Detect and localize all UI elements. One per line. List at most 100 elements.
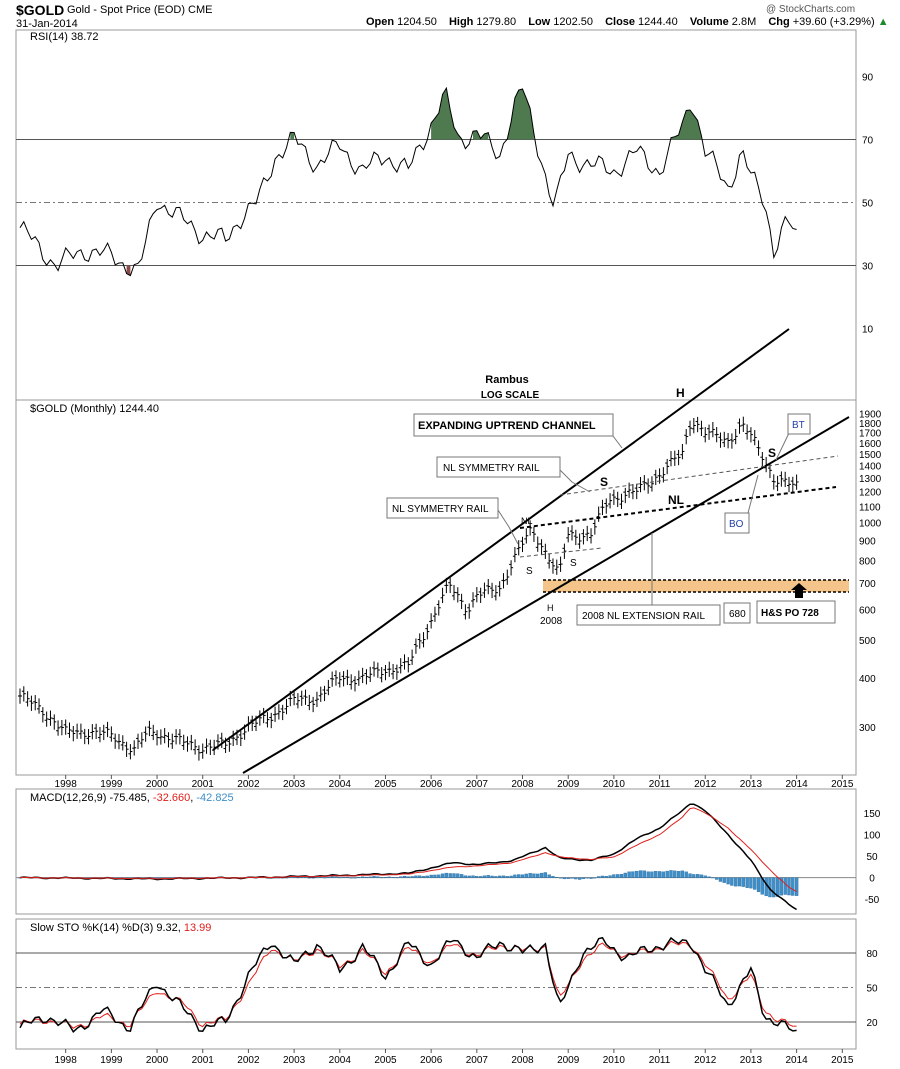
- rsi-axis-ticks: 90 70 50 30 10: [862, 73, 874, 336]
- x-tick-label: 2014: [785, 1055, 808, 1066]
- price-tick-label: 1700: [859, 429, 882, 440]
- price-label: $GOLD (Monthly) 1244.40: [30, 403, 159, 415]
- macd-hist-bar: [463, 875, 468, 878]
- x-tick-label: 2004: [329, 1055, 352, 1066]
- rsi-tick-label: 90: [862, 73, 874, 84]
- macd-value-1: -75.485: [109, 792, 146, 804]
- x-tick-label: 2015: [831, 1055, 854, 1066]
- macd-hist-bar: [452, 873, 456, 878]
- chart-header: $GOLD Gold - Spot Price (EOD) CME 31-Jan…: [0, 0, 900, 32]
- rsi-extreme-fill: [507, 89, 534, 140]
- macd-hist-bar: [520, 874, 525, 878]
- x-tick-label: 2015: [831, 779, 854, 790]
- price-tick-label: 1900: [859, 410, 882, 421]
- macd-hist-bar: [745, 877, 749, 888]
- x-tick-label: 2005: [374, 1055, 397, 1066]
- callout-box-channel: [413, 413, 614, 437]
- x-tick-label: 1999: [100, 1055, 123, 1066]
- x-tick-label: 2008: [511, 779, 534, 790]
- x-tick-label: 2000: [146, 1055, 169, 1066]
- macd-hist-bar: [341, 877, 346, 878]
- price-tick-label: 300: [859, 723, 876, 734]
- macd-tick-label: 0: [869, 874, 875, 885]
- price-tick-label: 400: [859, 674, 876, 685]
- macd-hist-bar: [703, 875, 707, 878]
- macd-hist-bar: [387, 876, 391, 878]
- macd-value-2: -32.660: [153, 792, 190, 804]
- macd-hist-bar: [589, 877, 593, 879]
- macd-hist-bar: [421, 876, 426, 878]
- hs-po-label: H&S PO 728: [761, 608, 819, 619]
- x-tick-label: 2003: [283, 779, 306, 790]
- price-tick-label: 500: [859, 636, 876, 647]
- macd-legend: MACD(12,26,9) -75.485, -32.660, -42.825: [30, 792, 234, 804]
- s-2013-label: S: [768, 446, 776, 460]
- x-tick-label: 2011: [649, 1055, 671, 1066]
- nl-big-label: NL: [668, 493, 684, 507]
- macd-hist-bar: [440, 873, 445, 878]
- callout-box-680: [723, 602, 751, 624]
- macd-hist-bar: [669, 870, 673, 878]
- macd-hist-bar: [368, 876, 372, 878]
- macd-hist-bar: [543, 872, 548, 878]
- macd-hist-bar: [570, 877, 574, 879]
- rsi-tick-label: 50: [862, 199, 874, 210]
- macd-hist-bar: [383, 877, 388, 878]
- macd-hist-bar: [695, 874, 700, 878]
- sto-d-line: [19, 940, 797, 1029]
- macd-hist-bar: [791, 877, 795, 896]
- x-tick-label: 1998: [55, 1055, 78, 1066]
- macd-hist-bar: [490, 875, 494, 878]
- chart-date: 31-Jan-2014: [16, 18, 78, 30]
- bo-label: BO: [729, 519, 744, 530]
- macd-hist-bar: [661, 871, 666, 878]
- low-label: Low: [528, 16, 551, 28]
- price-bars: [18, 416, 799, 761]
- macd-hist-bar: [558, 877, 563, 879]
- macd-hist-bar: [467, 875, 471, 878]
- x-tick-label: 2007: [466, 1055, 489, 1066]
- x-tick-label: 2014: [785, 779, 808, 790]
- macd-hist-bar: [380, 877, 384, 879]
- callout-box-hs-po: [756, 600, 836, 624]
- macd-hist-bar: [498, 875, 502, 878]
- rsi-extreme-fill: [290, 132, 295, 140]
- macd-hist-bar: [772, 877, 776, 898]
- macd-tick-label: 150: [864, 809, 881, 820]
- x-tick-label: 2010: [603, 779, 626, 790]
- x-tick-label: 2003: [283, 1055, 306, 1066]
- macd-hist-bar: [402, 875, 407, 878]
- macd-hist-bar: [635, 870, 639, 878]
- macd-hist-bar: [509, 875, 513, 878]
- macd-hist-bar: [555, 877, 559, 878]
- macd-hist-bar: [395, 877, 399, 879]
- macd-hist-bar: [711, 877, 715, 879]
- nl-symmetry-label-2: NL SYMMETRY RAIL: [392, 504, 489, 515]
- x-tick-label: 2006: [420, 779, 443, 790]
- macd-hist-bar: [482, 875, 487, 878]
- macd-hist-bar: [517, 874, 521, 878]
- macd-panel: [15, 788, 857, 915]
- macd-hist-bar: [486, 875, 490, 878]
- macd-hist-bar: [692, 874, 696, 878]
- instrument-name: Gold - Spot Price (EOD): [67, 4, 185, 16]
- high-value: 1279.80: [476, 16, 517, 28]
- sto-tick-label: 80: [866, 949, 878, 960]
- macd-hist-bar: [448, 873, 452, 878]
- h-top-label: H: [676, 386, 685, 400]
- price-tick-label: 1600: [859, 439, 882, 450]
- x-tick-label: 2013: [740, 779, 763, 790]
- macd-hist-bar: [775, 877, 780, 897]
- price-tick-label: 800: [859, 556, 876, 567]
- price-tick-label: 1400: [859, 462, 882, 473]
- macd-hist-bar: [372, 876, 376, 878]
- sto-axis-ticks: 80 50 20: [866, 949, 878, 1029]
- s-left-label: S: [526, 566, 533, 577]
- macd-hist-bar: [444, 872, 449, 878]
- price-tick-label: 900: [859, 536, 876, 547]
- rsi-extreme-fill: [671, 110, 702, 140]
- macd-hist-bar: [505, 876, 509, 878]
- rsi-line: [19, 86, 797, 277]
- callout-symmetry-2: [497, 509, 519, 545]
